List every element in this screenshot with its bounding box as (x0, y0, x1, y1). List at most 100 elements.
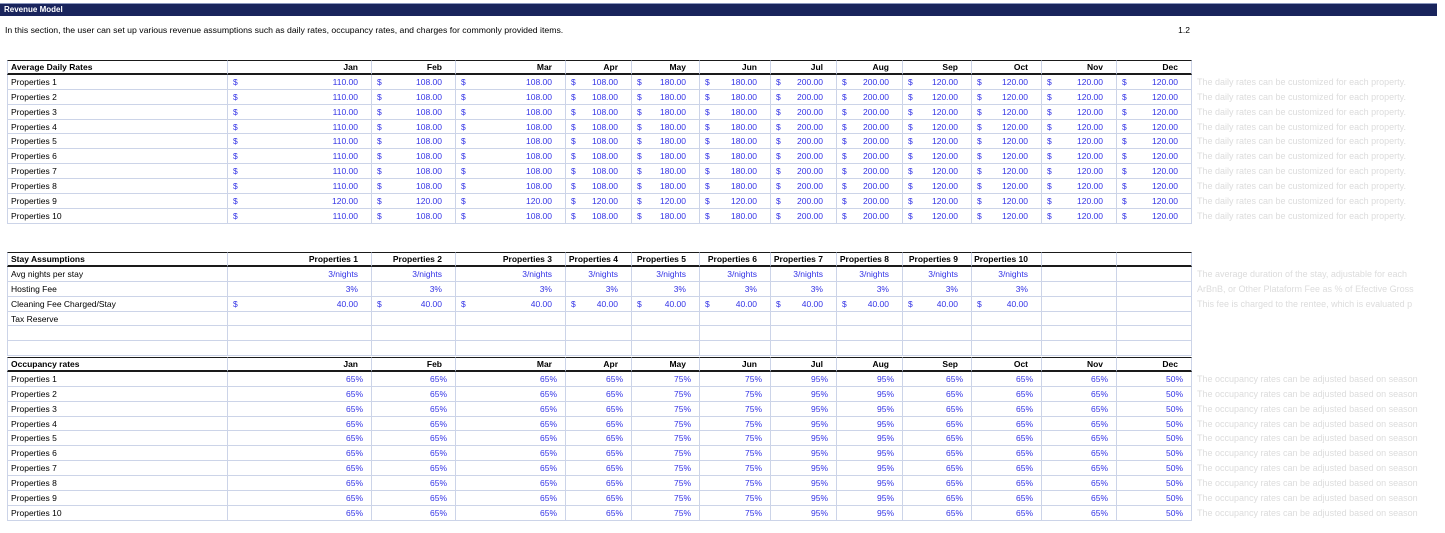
currency-value-cell[interactable]: $120.00 (972, 119, 1042, 135)
occupancy-value-cell[interactable]: 65% (972, 505, 1042, 521)
occupancy-value-cell[interactable]: 65% (228, 416, 372, 432)
occupancy-value-cell[interactable]: 95% (837, 505, 903, 521)
occupancy-value-cell[interactable]: 75% (700, 401, 771, 417)
occupancy-value-cell[interactable]: 65% (372, 416, 456, 432)
currency-value-cell[interactable]: $120.00 (972, 208, 1042, 224)
occupancy-value-cell[interactable]: 75% (700, 386, 771, 402)
currency-value-cell[interactable]: $200.00 (837, 164, 903, 180)
currency-value-cell[interactable]: $40.00 (228, 296, 372, 312)
currency-value-cell[interactable]: $40.00 (632, 296, 700, 312)
currency-value-cell[interactable]: $110.00 (228, 119, 372, 135)
occupancy-value-cell[interactable]: 65% (972, 476, 1042, 492)
occupancy-value-cell[interactable]: 95% (837, 416, 903, 432)
occupancy-value-cell[interactable]: 65% (972, 431, 1042, 447)
occupancy-value-cell[interactable]: 65% (903, 371, 972, 387)
currency-value-cell[interactable]: $180.00 (632, 149, 700, 165)
currency-value-cell[interactable]: $108.00 (566, 179, 632, 195)
assumption-value-cell[interactable]: 3% (903, 281, 972, 297)
occupancy-value-cell[interactable]: 75% (632, 401, 700, 417)
occupancy-value-cell[interactable]: 50% The occupancy rates can be adjusted b… (1117, 371, 1418, 387)
occupancy-value-cell[interactable]: 65% (456, 476, 566, 492)
assumption-value-cell[interactable]: 3% (566, 281, 632, 297)
currency-value-cell[interactable]: $200.00 (837, 119, 903, 135)
assumption-value-cell[interactable]: 3/nights (566, 266, 632, 282)
occupancy-value-cell[interactable]: 65% (566, 431, 632, 447)
currency-value-cell[interactable]: $120.00 (903, 134, 972, 150)
assumption-value-cell[interactable]: 3% (632, 281, 700, 297)
occupancy-value-cell[interactable]: 65% (566, 476, 632, 492)
assumption-value-cell[interactable]: 3% (972, 281, 1042, 297)
currency-value-cell[interactable]: $120.00 The daily rates can be customized… (1117, 119, 1406, 135)
occupancy-value-cell[interactable]: 95% (771, 476, 837, 492)
occupancy-value-cell[interactable]: 65% (566, 491, 632, 506)
occupancy-value-cell[interactable]: 75% (700, 446, 771, 462)
currency-value-cell[interactable]: $120.00 (972, 74, 1042, 90)
currency-value-cell[interactable]: $110.00 (228, 149, 372, 165)
currency-value-cell[interactable]: $180.00 (700, 119, 771, 135)
currency-value-cell[interactable]: $120.00 (1042, 74, 1117, 90)
occupancy-value-cell[interactable]: 65% (566, 386, 632, 402)
occupancy-value-cell[interactable]: 65% (972, 371, 1042, 387)
assumption-value-cell[interactable]: 3/nights (456, 266, 566, 282)
occupancy-value-cell[interactable]: 50% The occupancy rates can be adjusted b… (1117, 446, 1418, 462)
currency-value-cell[interactable]: $40.00 (903, 296, 972, 312)
occupancy-value-cell[interactable]: 95% (837, 386, 903, 402)
currency-value-cell[interactable]: $120.00 (903, 74, 972, 90)
currency-value-cell[interactable]: $120.00 (1042, 208, 1117, 224)
occupancy-value-cell[interactable]: 65% (903, 505, 972, 521)
occupancy-value-cell[interactable]: 65% (456, 431, 566, 447)
currency-value-cell[interactable]: $120.00 (228, 194, 372, 209)
occupancy-value-cell[interactable]: 50% The occupancy rates can be adjusted b… (1117, 476, 1418, 492)
currency-value-cell[interactable]: $200.00 (771, 74, 837, 90)
currency-value-cell[interactable]: $200.00 (771, 149, 837, 165)
currency-value-cell[interactable]: $200.00 (771, 89, 837, 105)
currency-value-cell[interactable]: $120.00 (972, 104, 1042, 120)
occupancy-value-cell[interactable]: 95% (837, 476, 903, 492)
currency-value-cell[interactable]: $120.00 (903, 149, 972, 165)
occupancy-value-cell[interactable]: 65% (1042, 461, 1117, 477)
currency-value-cell[interactable]: $110.00 (228, 74, 372, 90)
currency-value-cell[interactable]: $180.00 (700, 134, 771, 150)
occupancy-value-cell[interactable]: 65% (1042, 431, 1117, 447)
occupancy-value-cell[interactable]: 65% (566, 446, 632, 462)
currency-value-cell[interactable]: $110.00 (228, 164, 372, 180)
currency-value-cell[interactable]: $200.00 (771, 194, 837, 209)
currency-value-cell[interactable]: $120.00 (903, 179, 972, 195)
occupancy-value-cell[interactable]: 65% (1042, 416, 1117, 432)
occupancy-value-cell[interactable]: 65% (228, 431, 372, 447)
occupancy-value-cell[interactable]: 65% (972, 461, 1042, 477)
currency-value-cell[interactable]: $200.00 (837, 179, 903, 195)
assumption-value-cell[interactable]: 3/nights (372, 266, 456, 282)
assumption-value-cell[interactable]: 3% (456, 281, 566, 297)
currency-value-cell[interactable]: $108.00 (372, 74, 456, 90)
currency-value-cell[interactable]: $108.00 (372, 104, 456, 120)
occupancy-value-cell[interactable]: 65% (566, 505, 632, 521)
currency-value-cell[interactable]: $180.00 (632, 164, 700, 180)
occupancy-value-cell[interactable]: 65% (972, 386, 1042, 402)
currency-value-cell[interactable]: $120.00 (903, 194, 972, 209)
occupancy-value-cell[interactable]: 65% (903, 446, 972, 462)
currency-value-cell[interactable]: $180.00 (632, 104, 700, 120)
currency-value-cell[interactable]: $200.00 (837, 194, 903, 209)
currency-value-cell[interactable]: $108.00 (456, 89, 566, 105)
assumption-value-cell[interactable]: 3% (771, 281, 837, 297)
currency-value-cell[interactable]: $110.00 (228, 104, 372, 120)
occupancy-value-cell[interactable]: 75% (632, 386, 700, 402)
currency-value-cell[interactable]: $120.00 (372, 194, 456, 209)
currency-value-cell[interactable]: $110.00 (228, 134, 372, 150)
occupancy-value-cell[interactable]: 65% (228, 401, 372, 417)
occupancy-value-cell[interactable]: 75% (632, 491, 700, 506)
occupancy-value-cell[interactable]: 50% The occupancy rates can be adjusted b… (1117, 431, 1418, 447)
occupancy-value-cell[interactable]: 65% (372, 505, 456, 521)
occupancy-value-cell[interactable]: 65% (372, 401, 456, 417)
occupancy-value-cell[interactable]: 95% (771, 491, 837, 506)
currency-value-cell[interactable]: $180.00 (700, 104, 771, 120)
currency-value-cell[interactable]: $180.00 (700, 179, 771, 195)
currency-value-cell[interactable]: $180.00 (632, 119, 700, 135)
currency-value-cell[interactable]: $108.00 (372, 89, 456, 105)
occupancy-value-cell[interactable]: 65% (1042, 371, 1117, 387)
occupancy-value-cell[interactable]: 65% (972, 401, 1042, 417)
currency-value-cell[interactable]: $180.00 (700, 74, 771, 90)
currency-value-cell[interactable]: $120.00 The daily rates can be customized… (1117, 104, 1406, 120)
occupancy-value-cell[interactable]: 75% (700, 476, 771, 492)
